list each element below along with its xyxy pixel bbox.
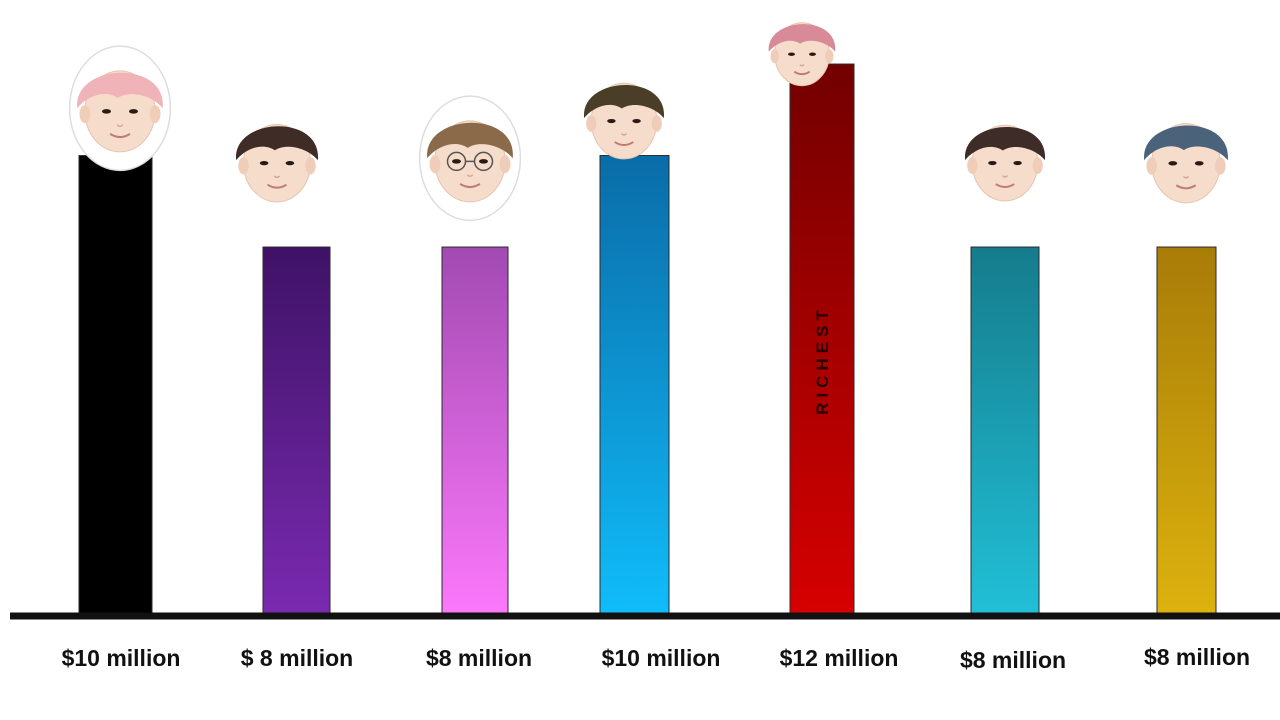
bar-3 [441, 246, 509, 614]
bar-4 [599, 155, 670, 614]
bar-5 [789, 63, 855, 614]
member-face-icon-6 [964, 124, 1046, 202]
member-face-icon-1 [68, 45, 172, 172]
member-face-icon-5 [768, 22, 836, 87]
member-face-icon-3 [418, 95, 522, 222]
bar-1 [78, 155, 153, 614]
member-face-icon-4 [583, 82, 665, 160]
value-label-7: $8 million [1144, 644, 1250, 670]
member-face-icon-2 [236, 123, 318, 203]
bars-layer: RICHEST [78, 63, 1217, 614]
value-label-5: $12 million [780, 645, 899, 671]
faces-layer [68, 22, 1228, 222]
value-label-3: $8 million [426, 645, 532, 671]
bar-2 [262, 246, 331, 614]
value-label-6: $8 million [960, 647, 1066, 673]
labels-layer: $10 million $ 8 million $8 million $10 mill… [62, 644, 1250, 673]
value-label-2: $ 8 million [241, 645, 353, 671]
bar-7 [1156, 246, 1217, 614]
richest-annotation: RICHEST [813, 305, 832, 415]
value-label-1: $10 million [62, 645, 181, 671]
value-label-4: $10 million [602, 645, 721, 671]
bar-6 [970, 246, 1040, 614]
member-face-icon-7 [1144, 123, 1228, 204]
